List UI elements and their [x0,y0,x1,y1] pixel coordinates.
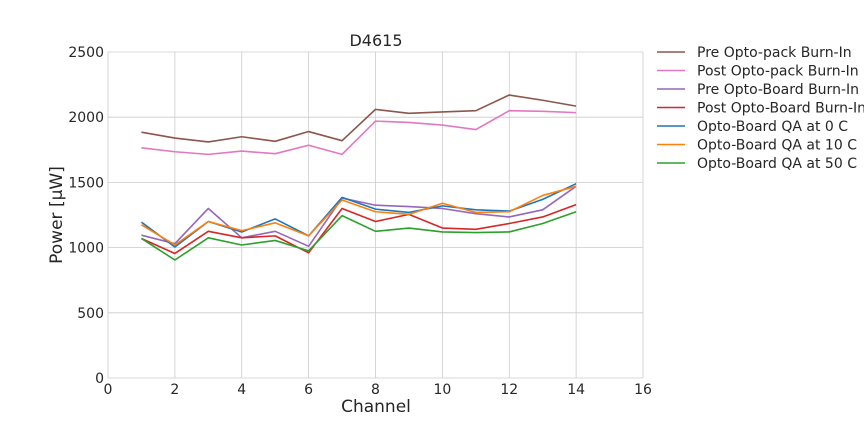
legend-item: Opto-Board QA at 0 C [657,119,848,135]
series-line-3 [141,185,577,248]
legend-item: Pre Opto-Board Burn-In [657,82,859,98]
y-tick-label: 2000 [68,110,104,126]
legend-item: Pre Opto-pack Burn-In [657,45,852,61]
chart-title: D4615 [349,31,402,50]
legend: Pre Opto-pack Burn-In Post Opto-pack Burn… [657,45,864,172]
x-tick-label: 12 [500,382,518,398]
y-tick-label: 1500 [68,175,104,191]
legend-item: Opto-Board QA at 50 C [657,156,857,172]
y-tick-label: 1000 [68,241,104,257]
x-tick-labels: 0 2 4 6 8 10 12 14 16 [104,382,652,398]
y-tick-label: 2500 [68,45,104,61]
legend-item: Post Opto-Board Burn-In [657,101,864,117]
x-tick-label: 4 [237,382,246,398]
series-line-4 [141,203,577,255]
legend-label: Opto-Board QA at 0 C [697,119,848,135]
legend-label: Pre Opto-Board Burn-In [697,82,859,98]
y-tick-label: 500 [77,306,104,322]
x-tick-label: 14 [567,382,585,398]
legend-label: Pre Opto-pack Burn-In [697,45,852,61]
x-tick-label: 16 [634,382,652,398]
x-tick-label: 0 [104,382,113,398]
x-axis-title: Channel [341,397,411,417]
x-tick-label: 2 [170,382,179,398]
series-line-1 [141,94,577,143]
y-tick-label: 0 [95,371,104,387]
y-tick-labels: 0 500 1000 1500 2000 2500 [68,45,104,387]
y-axis-title: Power [μW] [47,166,67,264]
legend-label: Opto-Board QA at 10 C [697,138,857,154]
grid-lines [107,51,644,379]
series-line-2 [141,109,577,156]
series-line-6 [141,185,577,246]
series-lines [140,94,577,261]
legend-item: Post Opto-pack Burn-In [657,64,859,80]
series-line-7 [141,210,577,261]
legend-label: Post Opto-Board Burn-In [697,101,864,117]
legend-label: Post Opto-pack Burn-In [697,64,859,80]
legend-item: Opto-Board QA at 10 C [657,138,857,154]
x-tick-label: 8 [371,382,380,398]
x-tick-label: 10 [433,382,451,398]
x-tick-label: 6 [304,382,313,398]
legend-label: Opto-Board QA at 50 C [697,156,857,172]
